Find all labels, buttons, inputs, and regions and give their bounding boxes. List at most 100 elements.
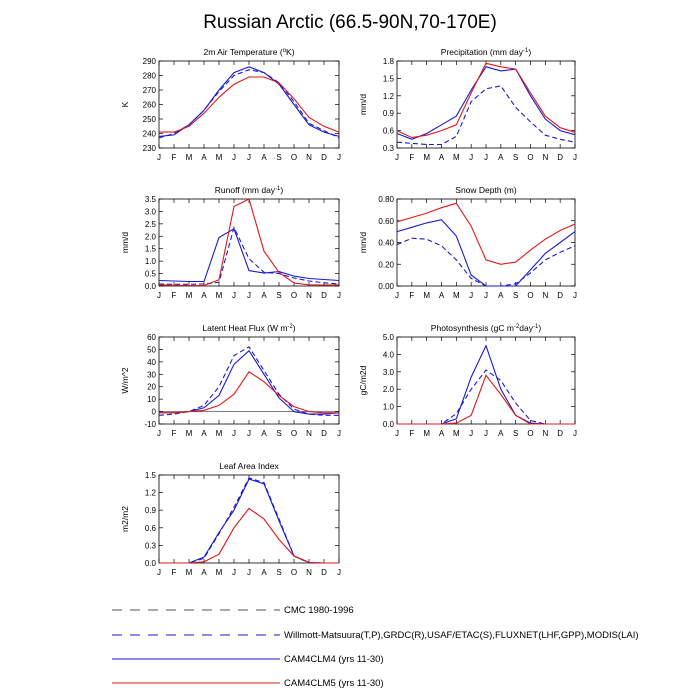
chart-title-part: Leaf Area Index: [219, 461, 279, 471]
chart-title-part: ): [280, 185, 283, 195]
chart-title-part: 2m Air Temperature (: [203, 47, 282, 57]
chart-title: 2m Air Temperature (oK): [203, 47, 294, 57]
xtick-label: J: [469, 153, 473, 162]
xtick-label: N: [542, 291, 548, 300]
ytick-label: 0.3: [383, 144, 395, 153]
series-line-cam4clm5: [396, 62, 576, 139]
ytick-label: 0.20: [378, 260, 394, 269]
ytick-label: 0.60: [378, 217, 394, 226]
chart-title: Snow Depth (m): [455, 185, 517, 195]
xtick-label: A: [201, 153, 207, 162]
xtick-label: J: [337, 429, 341, 438]
chart-runoff: Runoff (mm day-1) 0.0 0.5 1.0 1.5 2.0 2.5 3.0 3.…: [120, 185, 341, 300]
ytick-label: 4.0: [383, 350, 395, 359]
ytick-label: 50: [147, 345, 156, 354]
chart-snow: Snow Depth (m) 0.00 0.20 0.40 0.60 0.80 mm/d J F…: [358, 185, 577, 300]
series-line-obs: [159, 477, 339, 564]
xtick-label: O: [291, 568, 297, 577]
xtick-label: S: [276, 291, 281, 300]
xtick-label: M: [186, 291, 193, 300]
xtick-label: J: [573, 291, 577, 300]
xtick-label: A: [261, 429, 267, 438]
ytick-label: 2.0: [145, 232, 157, 241]
series-line-cam4clm5: [396, 202, 576, 265]
xtick-label: O: [291, 291, 297, 300]
chart-temp: 2m Air Temperature (oK) 230 240 250 260 270 28…: [120, 47, 341, 162]
xtick-label: S: [513, 153, 518, 162]
chart-title-part: Latent Heat Flux (W m: [202, 323, 287, 333]
ytick-label: 230: [143, 144, 157, 153]
series-line-cam4clm4: [159, 478, 339, 564]
ytick-label: 3.0: [383, 368, 395, 377]
xtick-label: M: [453, 153, 460, 162]
xtick-label: N: [542, 429, 548, 438]
xtick-label: M: [216, 291, 223, 300]
series-line-obs: [396, 237, 576, 287]
xtick-label: J: [337, 568, 341, 577]
xtick-label: A: [439, 429, 445, 438]
xtick-label: F: [409, 291, 414, 300]
xtick-label: J: [395, 291, 399, 300]
xtick-label: J: [232, 568, 236, 577]
xtick-label: A: [201, 429, 207, 438]
ylabel: K: [120, 101, 130, 107]
chart-title-part: -2: [287, 324, 293, 330]
chart-title: Precipitation (mm day-1): [441, 47, 532, 57]
ytick-label: 290: [143, 57, 157, 66]
chart-title: Latent Heat Flux (W m-2): [202, 323, 295, 333]
ytick-label: 1.5: [145, 245, 157, 254]
xtick-label: D: [557, 429, 563, 438]
plot-frame: [396, 336, 576, 425]
xtick-label: J: [395, 153, 399, 162]
chart-title-part: K): [286, 47, 295, 57]
xtick-label: A: [261, 291, 267, 300]
xtick-label: J: [157, 429, 161, 438]
legend-swatch-clm4: [112, 658, 280, 660]
chart-title-part: -1: [533, 324, 539, 330]
ytick-label: 3.0: [145, 207, 157, 216]
legend-item-obs: Willmott-Matsuura(T,P),GRDC(R),USAF/ETAC…: [112, 628, 692, 644]
chart-title-part: -1: [275, 186, 281, 192]
xtick-label: A: [498, 291, 504, 300]
xtick-label: M: [423, 291, 430, 300]
xtick-label: M: [216, 568, 223, 577]
ytick-label: 1.0: [383, 403, 395, 412]
xtick-label: D: [321, 291, 327, 300]
xtick-label: F: [172, 568, 177, 577]
chart-title-part: ): [528, 47, 531, 57]
ytick-label: -10: [144, 420, 156, 429]
chart-title-part: Precipitation (mm day: [441, 47, 524, 57]
ytick-label: 1.2: [383, 92, 395, 101]
xtick-label: J: [157, 153, 161, 162]
series-line-cam4clm4: [396, 66, 576, 140]
ytick-label: 3.5: [145, 195, 157, 204]
ytick-label: 240: [143, 130, 157, 139]
xtick-label: O: [527, 291, 533, 300]
xtick-label: J: [157, 291, 161, 300]
plot-frame: [158, 60, 340, 149]
xtick-label: J: [247, 291, 251, 300]
xtick-label: A: [498, 429, 504, 438]
xtick-label: M: [186, 153, 193, 162]
chart-precip: Precipitation (mm day-1) 0.3 0.6 0.9 1.2 1.5 1…: [358, 47, 577, 162]
ytick-label: 0.9: [145, 506, 157, 515]
ytick-label: 1.8: [383, 57, 395, 66]
xtick-label: M: [186, 429, 193, 438]
xtick-label: A: [261, 568, 267, 577]
xtick-label: M: [423, 429, 430, 438]
ytick-label: 60: [147, 333, 156, 342]
xtick-label: D: [321, 568, 327, 577]
ytick-label: 0.00: [378, 282, 394, 291]
xtick-label: O: [527, 153, 533, 162]
ytick-label: 20: [147, 383, 156, 392]
chart-title-part: ): [538, 323, 541, 333]
xtick-label: J: [247, 429, 251, 438]
series-line-cam4clm4: [158, 66, 340, 137]
xtick-label: O: [291, 429, 297, 438]
series-line-obs: [396, 85, 576, 146]
chart-title-part: Snow Depth (m): [455, 185, 517, 195]
legend-label-cmc: CMC 1980-1996: [284, 605, 354, 616]
ytick-label: 10: [147, 395, 156, 404]
chart-title: Runoff (mm day-1): [215, 185, 284, 195]
chart-title: Photosynthesis (gC m-2day-1): [431, 323, 542, 333]
